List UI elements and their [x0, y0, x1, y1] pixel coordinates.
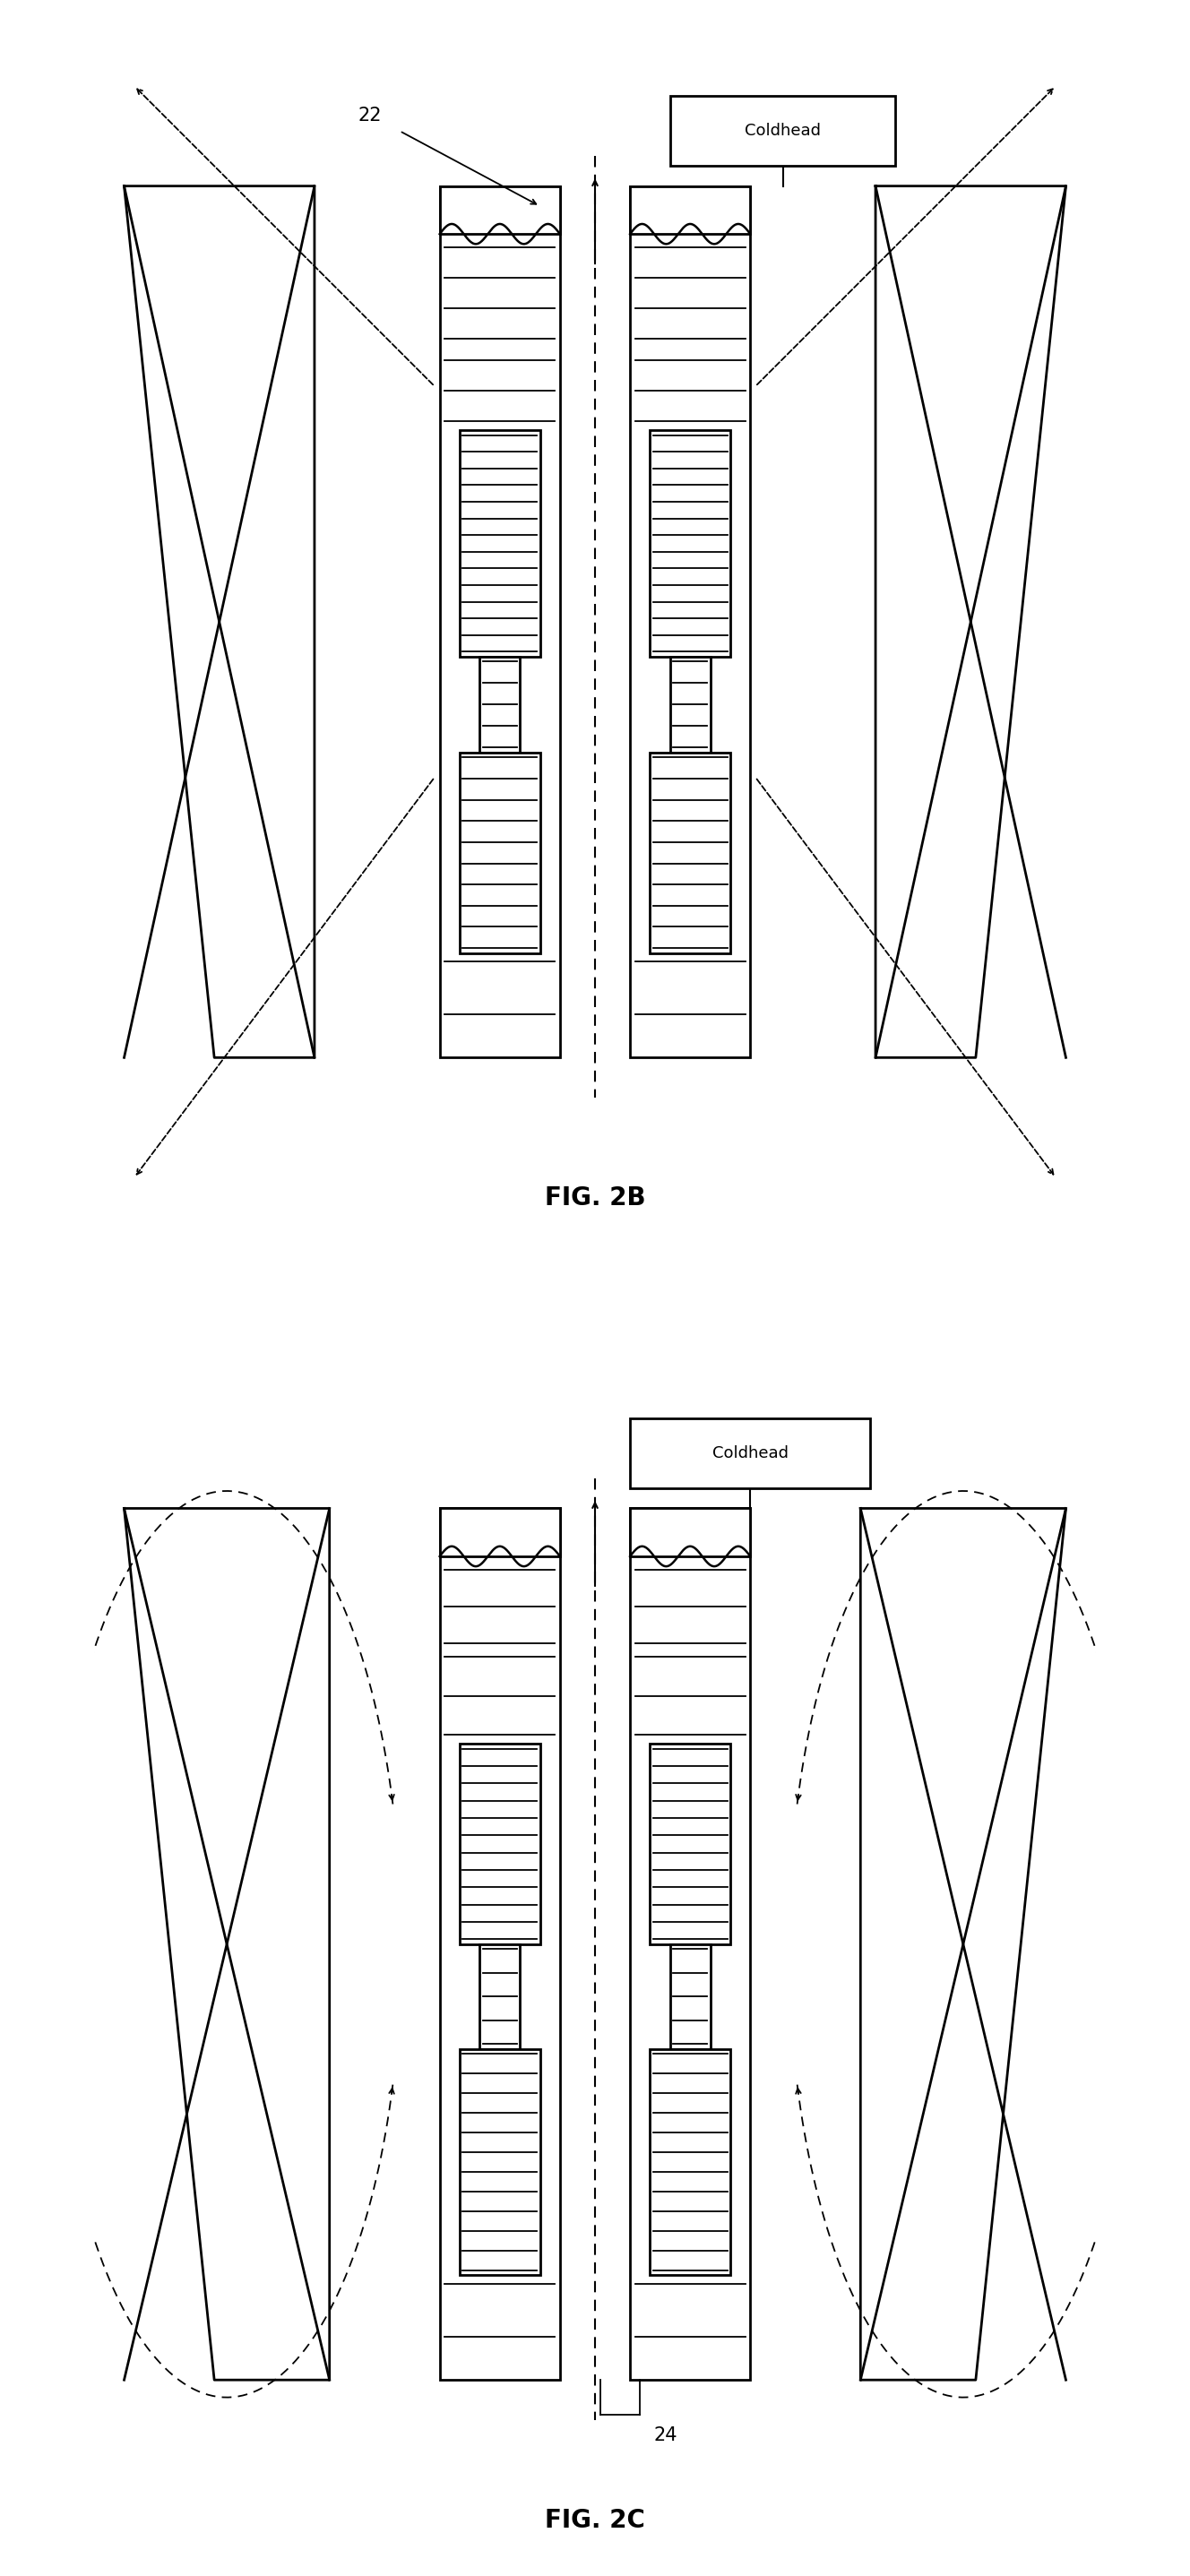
Bar	[670, 1945, 710, 2048]
Polygon shape	[860, 1510, 1066, 2380]
Text: Coldhead: Coldhead	[712, 1445, 788, 1461]
Text: Coldhead: Coldhead	[745, 124, 821, 139]
Bar	[459, 1744, 540, 1945]
Text: FIG. 2C: FIG. 2C	[545, 2506, 645, 2532]
Bar	[670, 657, 710, 752]
Bar	[440, 1510, 560, 1556]
Bar	[440, 185, 560, 234]
Bar	[630, 185, 750, 1059]
Text: 24: 24	[653, 2427, 677, 2445]
Polygon shape	[876, 185, 1066, 1059]
Bar	[630, 1510, 750, 2380]
Text: FIG. 2B: FIG. 2B	[545, 1185, 645, 1211]
Bar	[650, 752, 731, 953]
Bar	[650, 2048, 731, 2275]
Bar	[630, 1419, 871, 1489]
Bar	[440, 1510, 560, 2380]
Polygon shape	[124, 1510, 330, 2380]
Bar	[459, 2048, 540, 2275]
Bar	[670, 95, 896, 165]
Bar	[440, 185, 560, 1059]
Bar	[480, 657, 520, 752]
Bar	[630, 1510, 750, 1556]
Bar	[650, 1744, 731, 1945]
Bar	[650, 430, 731, 657]
Bar	[630, 185, 750, 234]
Text: 22: 22	[358, 108, 382, 124]
Bar	[480, 1945, 520, 2048]
Polygon shape	[124, 185, 314, 1059]
Bar	[459, 752, 540, 953]
Bar	[459, 430, 540, 657]
